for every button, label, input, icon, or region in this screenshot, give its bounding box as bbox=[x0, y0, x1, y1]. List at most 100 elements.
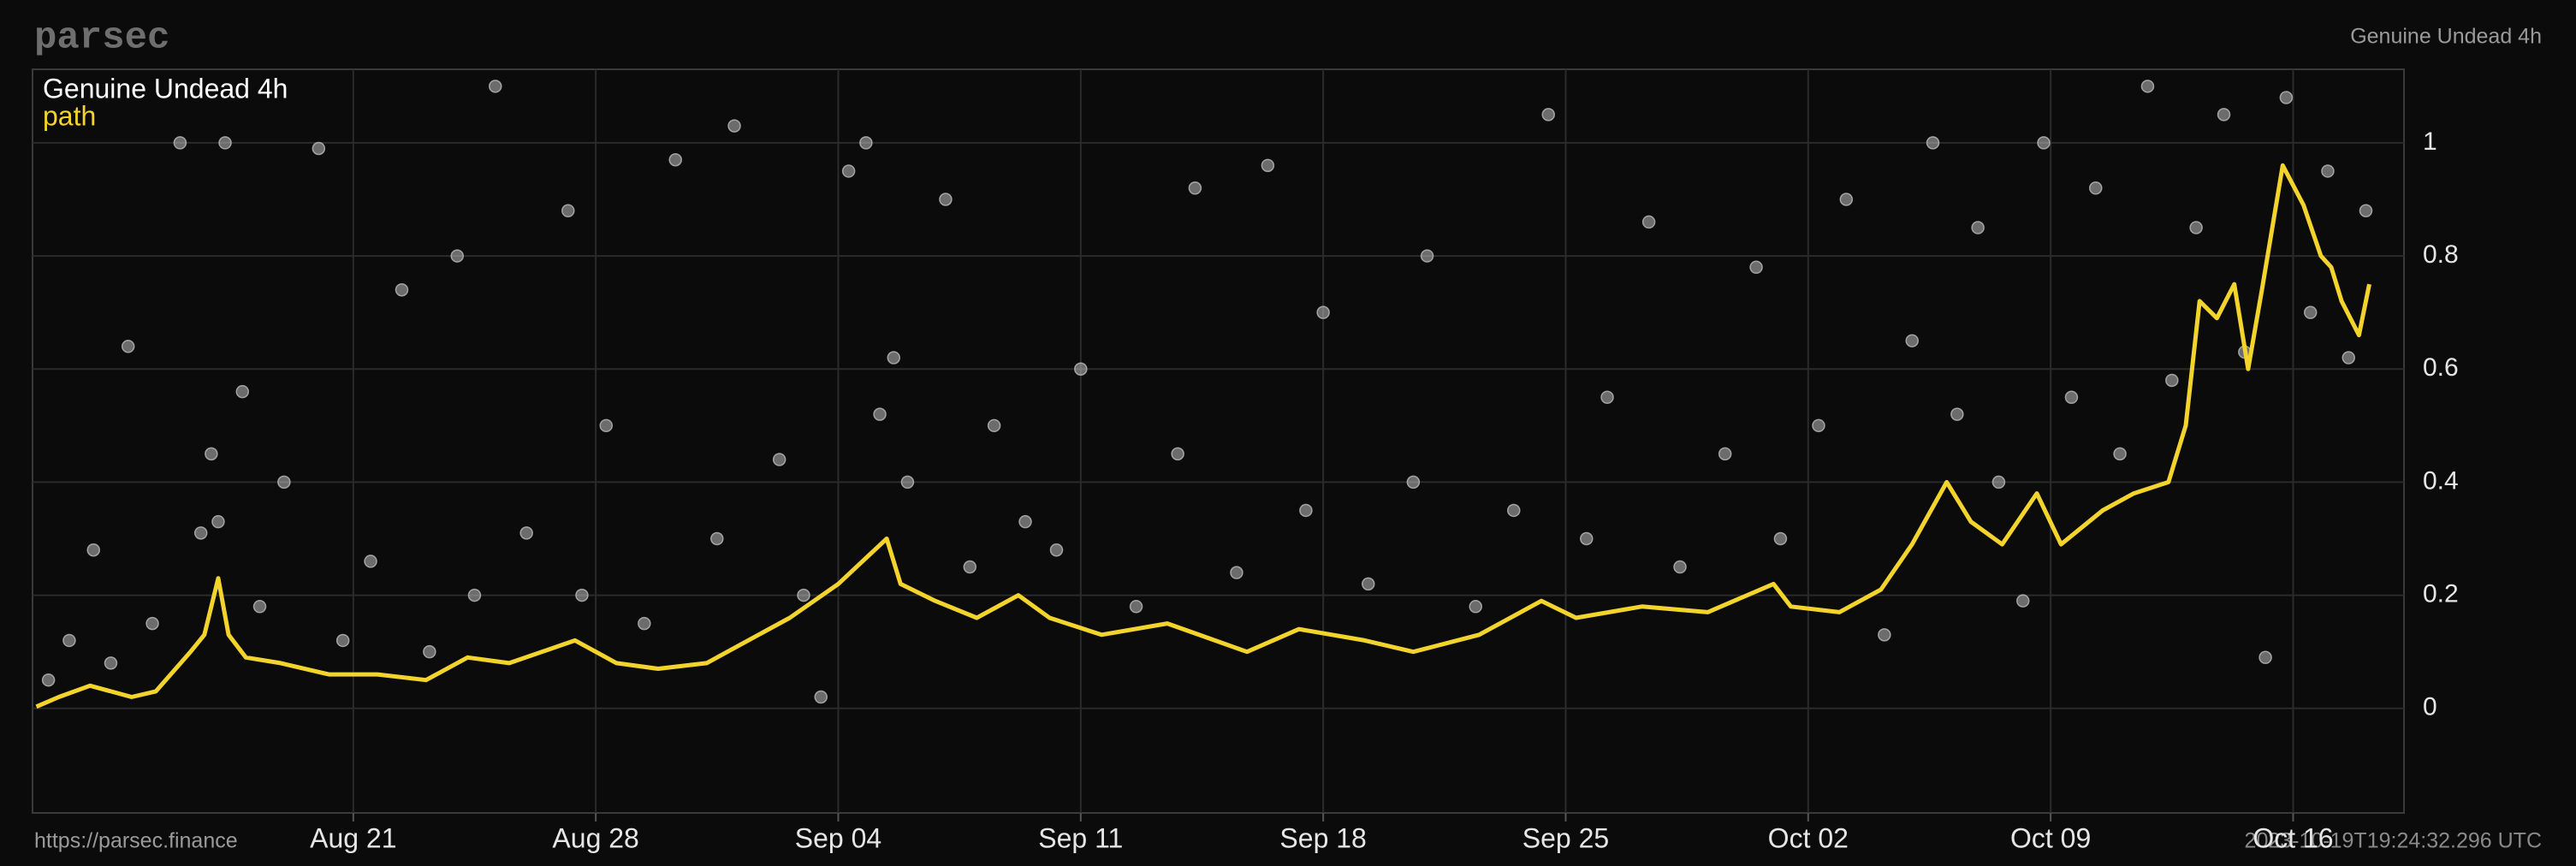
trade-point bbox=[1507, 503, 1521, 518]
trade-point bbox=[2113, 447, 2127, 461]
legend-entry: Genuine Undead 4h bbox=[43, 73, 288, 104]
chart-title: Genuine Undead 4h bbox=[2350, 25, 2542, 49]
trade-point bbox=[1971, 221, 1985, 234]
trade-point bbox=[1773, 531, 1788, 546]
trade-point bbox=[2140, 80, 2155, 93]
plot-frame bbox=[32, 68, 2405, 814]
trade-point bbox=[1950, 407, 1964, 421]
trade-point bbox=[205, 447, 218, 461]
trade-point bbox=[519, 526, 533, 540]
trade-point bbox=[2037, 136, 2051, 150]
trade-point bbox=[2279, 91, 2294, 104]
trade-point bbox=[575, 588, 589, 602]
trade-point bbox=[638, 616, 651, 631]
trade-point bbox=[2217, 108, 2231, 122]
trade-point bbox=[987, 418, 1001, 433]
legend-entry: path bbox=[43, 100, 96, 131]
trade-point bbox=[561, 204, 575, 217]
trade-point bbox=[939, 193, 953, 206]
trade-point bbox=[2016, 594, 2030, 608]
trade-point bbox=[2303, 305, 2318, 319]
trade-point bbox=[277, 475, 291, 489]
trade-point bbox=[1641, 215, 1656, 229]
trade-point bbox=[145, 616, 159, 631]
trade-point bbox=[2165, 373, 2179, 388]
trade-point bbox=[797, 588, 810, 602]
trade-point bbox=[873, 407, 887, 421]
trade-point bbox=[814, 690, 828, 704]
trade-point bbox=[335, 633, 350, 648]
y-tick-label: 0.6 bbox=[2423, 353, 2459, 382]
y-tick-label: 1 bbox=[2423, 128, 2437, 156]
trade-point bbox=[1749, 260, 1763, 275]
y-tick-label: 0 bbox=[2423, 693, 2437, 721]
trade-point bbox=[1469, 600, 1482, 614]
path-line bbox=[35, 163, 2371, 709]
trade-point bbox=[235, 384, 250, 399]
x-tick-label: Sep 18 bbox=[1279, 822, 1366, 853]
x-tick-label: Oct 09 bbox=[2010, 822, 2091, 853]
trade-point bbox=[173, 136, 187, 150]
y-tick-label: 0.4 bbox=[2423, 466, 2459, 495]
trade-point bbox=[841, 164, 856, 178]
trade-point bbox=[218, 136, 232, 150]
trade-point bbox=[62, 633, 76, 648]
trade-point bbox=[104, 656, 118, 670]
trade-point bbox=[193, 526, 208, 540]
trade-point bbox=[312, 141, 326, 156]
footer-timestamp: 2023-10-19T19:24:32.296 UTC bbox=[2245, 829, 2542, 853]
trade-point bbox=[1420, 249, 1434, 263]
trade-point bbox=[1991, 475, 2006, 489]
trade-point bbox=[1074, 362, 1088, 376]
trade-point bbox=[1406, 475, 1421, 489]
trade-point bbox=[1600, 390, 1614, 405]
trade-point bbox=[211, 514, 225, 529]
trade-point bbox=[1580, 531, 1594, 546]
x-tick-label: Aug 28 bbox=[552, 822, 638, 853]
trade-point bbox=[1049, 543, 1064, 557]
trade-point bbox=[1905, 334, 1919, 347]
x-tick-label: Oct 02 bbox=[1768, 822, 1849, 853]
trade-point bbox=[1541, 108, 1555, 122]
x-tick-label: Sep 25 bbox=[1522, 822, 1609, 853]
trade-point bbox=[668, 152, 682, 167]
trade-point bbox=[1171, 447, 1184, 461]
trade-point bbox=[41, 673, 56, 687]
trade-point bbox=[2258, 650, 2272, 665]
trade-point bbox=[450, 249, 464, 263]
x-tick-label: Oct 16 bbox=[2253, 822, 2333, 853]
trade-point bbox=[1673, 560, 1687, 574]
trade-point bbox=[772, 453, 786, 466]
trade-point bbox=[1839, 193, 1854, 206]
trade-point bbox=[900, 475, 915, 489]
trade-point bbox=[121, 340, 135, 353]
trade-point bbox=[489, 80, 502, 93]
trade-point bbox=[467, 588, 482, 602]
trade-point bbox=[2342, 351, 2355, 365]
trade-point bbox=[395, 282, 409, 297]
trade-point bbox=[1261, 158, 1275, 173]
trade-point bbox=[710, 531, 724, 546]
footer-url: https://parsec.finance bbox=[34, 829, 238, 853]
trade-point bbox=[1129, 600, 1143, 614]
trade-point bbox=[963, 560, 977, 574]
y-tick-label: 0.2 bbox=[2423, 579, 2459, 608]
trade-point bbox=[2089, 181, 2103, 195]
trade-point bbox=[2189, 221, 2203, 234]
trade-point bbox=[1718, 447, 1732, 461]
trade-point bbox=[252, 600, 267, 614]
trade-point bbox=[2321, 164, 2335, 178]
trade-point bbox=[887, 351, 900, 365]
trade-point bbox=[86, 543, 100, 557]
trade-point bbox=[727, 119, 741, 133]
x-tick-label: Aug 21 bbox=[310, 822, 396, 853]
trade-point bbox=[859, 136, 873, 150]
trade-point bbox=[1230, 566, 1243, 579]
trade-point bbox=[1878, 628, 1891, 642]
trade-point bbox=[2359, 204, 2373, 217]
trade-point bbox=[2064, 390, 2079, 405]
trade-point bbox=[423, 644, 436, 659]
